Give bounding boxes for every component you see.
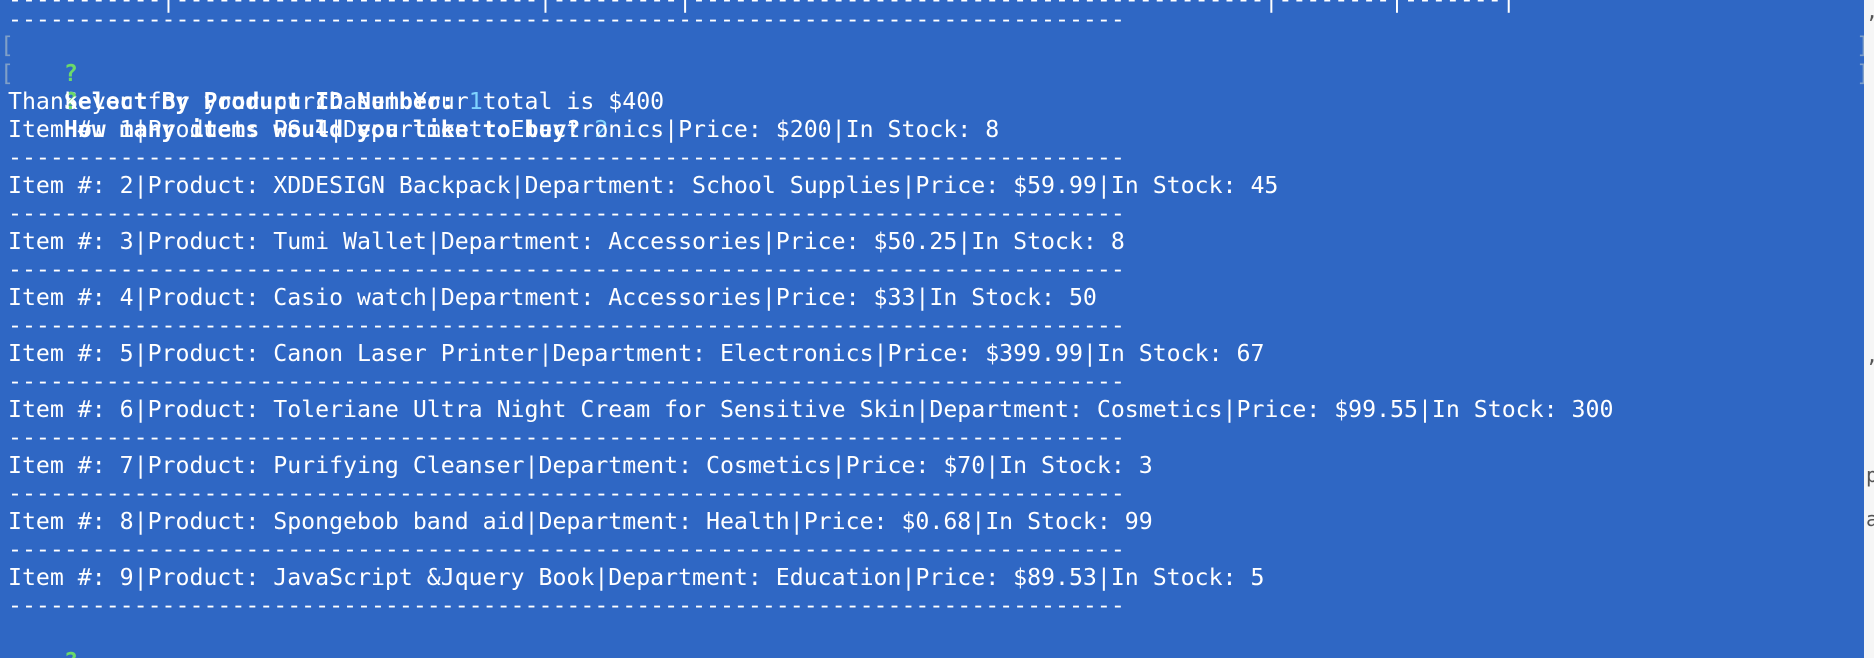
list-item: Item #: 4|Product: Casio watch|Departmen…: [8, 284, 1097, 311]
separator-line: ----------------------------------------…: [8, 368, 1128, 395]
prompt-question-icon: ?: [64, 648, 78, 658]
prompt-question-text: Select By Product ID Number:: [63, 88, 469, 115]
separator-line: ----------------------------------------…: [8, 536, 1128, 563]
separator-line: ----------------------------------------…: [8, 144, 1128, 171]
separator-line: ----------------------------------------…: [8, 200, 1128, 227]
line-marker: ]: [1856, 60, 1864, 88]
prompt-answer: 1: [468, 88, 483, 115]
gutter-mark: p: [1866, 463, 1874, 487]
line-marker: [: [0, 60, 14, 87]
prompt-select-product: ? Select By Product ID Number: 1: [8, 32, 483, 115]
list-item: Item #: 3|Product: Tumi Wallet|Departmen…: [8, 228, 1125, 255]
table-top-fragment: -----------|--------------------------|-…: [8, 0, 1516, 14]
separator-line: ----------------------------------------…: [8, 424, 1128, 451]
prompt-question-icon: ?: [63, 60, 78, 87]
purchase-message: Thank you for your purchase! Your total …: [8, 88, 665, 115]
gutter-mark: ,: [1866, 0, 1874, 22]
separator-line: ----------------------------------------…: [8, 592, 1128, 619]
prompt-question-icon: ?: [63, 88, 78, 115]
separator-line: ----------------------------------------…: [8, 6, 1128, 33]
current-prompt[interactable]: ? Select By Product ID Number: 4: [8, 620, 496, 658]
list-item: Item #: 9|Product: JavaScript &Jquery Bo…: [8, 564, 1265, 591]
prompt-question-text: How many items would you like to buy?: [63, 116, 595, 143]
prompt-answer: 2: [594, 116, 609, 143]
list-item: Item #: 8|Product: Spongebob band aid|De…: [8, 508, 1153, 535]
list-item: Item #: 6|Product: Toleriane Ultra Night…: [8, 396, 1614, 423]
gutter-mark: ,: [1866, 344, 1874, 366]
line-marker: [: [0, 32, 14, 59]
separator-line: ----------------------------------------…: [8, 312, 1128, 339]
list-item: Item #: 7|Product: Purifying Cleanser|De…: [8, 452, 1153, 479]
list-item: Item #: 5|Product: Canon Laser Printer|D…: [8, 340, 1265, 367]
prompt-quantity: ? How many items would you like to buy? …: [8, 60, 608, 143]
gutter-mark: a: [1866, 507, 1874, 531]
separator-line: ----------------------------------------…: [8, 256, 1128, 283]
list-item: Item #: 2|Product: XDDESIGN Backpack|Dep…: [8, 172, 1279, 199]
background-window-edge: , , p a: [1864, 0, 1874, 658]
separator-line: ----------------------------------------…: [8, 480, 1128, 507]
line-marker: ]: [1856, 32, 1864, 60]
list-item: Item #: 1|Product: PS 4|Department: Elec…: [8, 116, 1000, 143]
